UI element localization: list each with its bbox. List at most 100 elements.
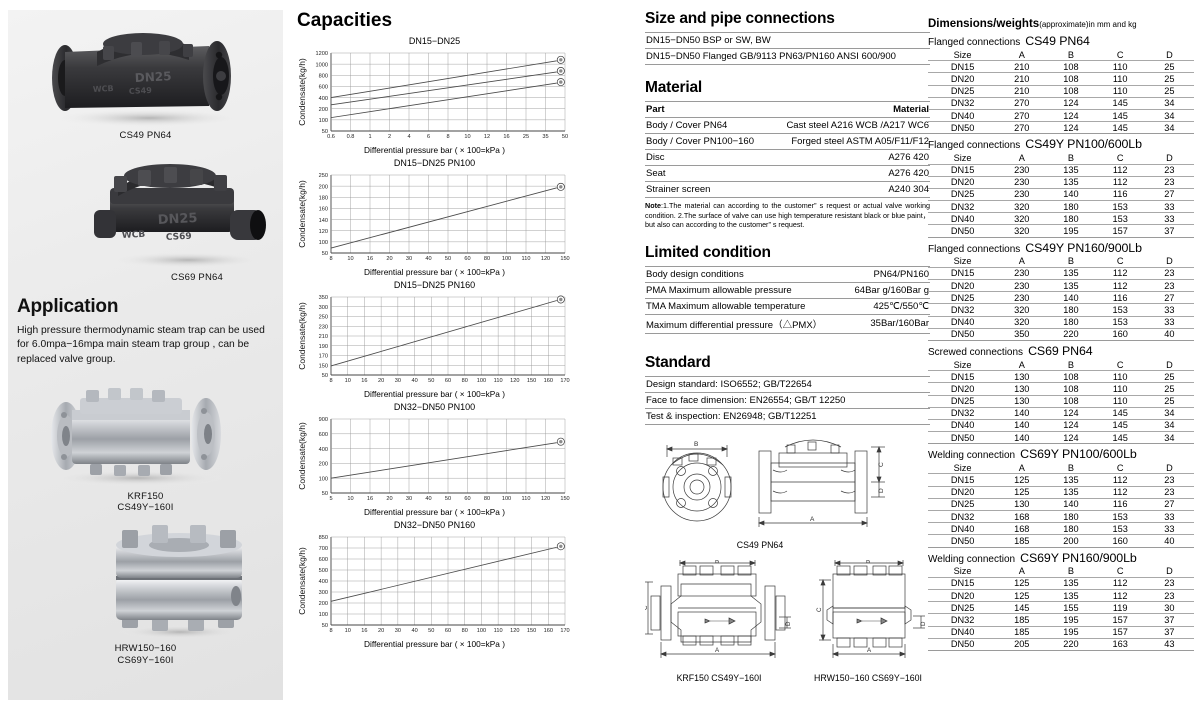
svg-text:120: 120 (541, 496, 550, 502)
material-heading: Material (645, 79, 702, 96)
dimension-table-heading: Welding connection CS69Y PN100/600Lb (928, 447, 1194, 461)
table-cell: 33 (1144, 510, 1194, 524)
table-row: Body design conditions PN64/PN160 (645, 265, 930, 283)
photo-caption-1: CS49 PN64 (119, 130, 172, 141)
table-cell: 140 (1046, 188, 1096, 202)
svg-text:100: 100 (477, 378, 486, 384)
chart-end-marker (556, 437, 565, 446)
table-cell: 34 (1144, 109, 1194, 123)
chart-title: DN15−DN25 (408, 36, 461, 46)
table-cell: 230 (997, 279, 1047, 293)
dimensions-approx-text: (approximate)in mm and kg (1039, 20, 1137, 29)
svg-text:16: 16 (367, 256, 373, 262)
chart-end-marker (556, 542, 565, 551)
table-row: TMA Maximum allowable temperature 425℃/5… (645, 298, 930, 315)
table-cell: 180 (1046, 522, 1096, 536)
table-cell: 108 (1046, 382, 1096, 396)
chart-xaxis-label: Differential pressure bar ( × 100=kPa ) (364, 267, 505, 277)
table-cell: 160 (1095, 328, 1145, 341)
svg-text:120: 120 (510, 378, 519, 384)
table-row: DN50 140 124 145 34 (928, 431, 1194, 445)
table-row: Body / Cover PN100−160 Forged steel ASTM… (645, 133, 930, 150)
table-cell: 30 (1144, 601, 1194, 615)
table-cell: 23 (1144, 164, 1194, 177)
table-cell: 23 (1144, 577, 1194, 590)
table-cell: 25 (1144, 72, 1194, 86)
svg-text:150: 150 (527, 378, 536, 384)
drawing-krf150: B A C D KRF150 CS49Y−160I (642, 558, 793, 683)
table-cell: 350 (997, 328, 1047, 341)
table-row: DN15−DN50 Flanged GB/9113 PN63/PN160 ANS… (645, 48, 930, 65)
table-cell: DN50 (928, 224, 998, 238)
table-cell: 112 (1095, 589, 1145, 603)
svg-text:200: 200 (319, 462, 328, 468)
table-header-row: Part Material (645, 101, 930, 118)
svg-text:40: 40 (425, 496, 431, 502)
dimension-table-1: Size A B C D DN15 210 108 110 25 DN20 210 108 110 25 DN… (928, 49, 1194, 135)
technical-drawings: B A C D CS49 PN64 (642, 425, 935, 683)
table-cell: DN32 (928, 97, 998, 110)
table-cell: 23 (1144, 589, 1194, 603)
valve-photo-hrw150-icon (116, 525, 242, 640)
svg-text:100: 100 (477, 628, 486, 634)
table-cell: 43 (1144, 638, 1194, 651)
column-header: D (1144, 49, 1194, 62)
table-cell: 140 (997, 407, 1047, 420)
standard-table: Design standard: ISO6552; GB/T22654 Face… (645, 375, 930, 425)
table-cell: 180 (1046, 212, 1096, 226)
svg-text:80: 80 (484, 256, 490, 262)
table-row: DN50 270 124 145 34 (928, 121, 1194, 135)
table-cell: 145 (1095, 419, 1145, 433)
photo-hrw150-160: HRW150−160 CS69Y−160I (8, 514, 283, 667)
table-row: DN32 140 124 145 34 (928, 407, 1194, 420)
column-header: Size (928, 49, 998, 62)
material-part-4: Strainer screen (645, 181, 769, 198)
material-part-0: Body / Cover PN64 (645, 117, 769, 134)
table-cell: DN15 (928, 60, 998, 74)
table-cell: 23 (1144, 473, 1194, 487)
table-cell: DN50 (928, 534, 998, 548)
svg-text:600: 600 (319, 85, 328, 91)
photo-caption-3: KRF150 CS49Y−160I (8, 491, 283, 515)
svg-text:2: 2 (388, 134, 391, 140)
table-cell: 124 (1046, 431, 1096, 445)
svg-text:50: 50 (428, 628, 434, 634)
limited-condition-heading: Limited condition (645, 243, 771, 261)
table-row: DN32 168 180 153 33 (928, 510, 1194, 524)
dimension-tables-container: Flanged connections CS49 PN64 Size A B C D DN15… (928, 34, 1194, 651)
table-cell: 320 (997, 212, 1047, 226)
svg-text:WCB: WCB (122, 230, 146, 241)
svg-text:16: 16 (367, 496, 373, 502)
table-cell: 34 (1144, 431, 1194, 445)
svg-text:150: 150 (560, 496, 569, 502)
chart-title: DN15−DN25 PN160 (393, 280, 476, 290)
drawing-caption-hrw150: HRW150−160 CS69Y−160I (814, 673, 922, 683)
standard-row-1: Face to face dimension: EN26554; GB/T 12… (645, 392, 930, 409)
column-header: B (1046, 152, 1096, 165)
table-row: DN25 230 140 116 27 (928, 291, 1194, 305)
column-header: Size (928, 255, 998, 268)
application-text: High pressure thermodynamic steam trap c… (17, 324, 265, 365)
table-cell: 157 (1095, 626, 1145, 639)
svg-text:50: 50 (428, 378, 434, 384)
standard-row-0: Design standard: ISO6552; GB/T22654 (645, 375, 930, 393)
table-cell: 185 (997, 626, 1047, 639)
svg-text:50: 50 (445, 496, 451, 502)
material-part-1: Body / Cover PN100−160 (645, 133, 769, 150)
table-row: DN20 130 108 110 25 (928, 382, 1194, 396)
svg-text:50: 50 (322, 491, 328, 497)
table-cell: DN15 (928, 164, 998, 177)
table-row: DN40 270 124 145 34 (928, 109, 1194, 123)
column-header: C (1095, 358, 1145, 372)
dimension-table-6: Size A B C D DN15 125 135 112 23 DN20 125 135 112 23 DN… (928, 565, 1194, 651)
table-cell: 37 (1144, 626, 1194, 639)
table-row: Face to face dimension: EN26554; GB/T 12… (645, 392, 930, 409)
table-cell: 155 (1046, 601, 1096, 615)
table-row: DN50 205 220 163 43 (928, 638, 1194, 651)
table-row: Seat A276 420 (645, 165, 930, 182)
svg-text:16: 16 (361, 628, 367, 634)
table-cell: 135 (1046, 577, 1096, 590)
table-row: DN40 320 180 153 33 (928, 316, 1194, 329)
table-cell: 40 (1144, 328, 1194, 341)
table-cell: 180 (1046, 510, 1096, 524)
